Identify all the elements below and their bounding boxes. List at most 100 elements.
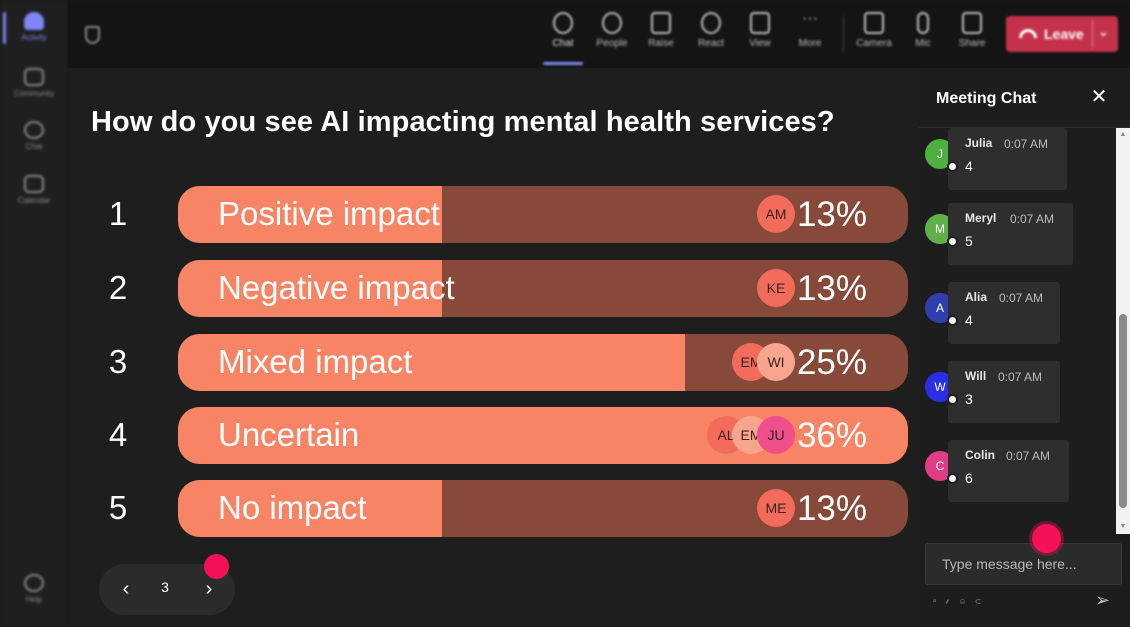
help-icon	[24, 574, 44, 592]
chat-header: Meeting Chat ✕	[919, 68, 1130, 128]
bar-fill	[178, 480, 442, 537]
option-percent: 13%	[796, 489, 867, 528]
chat-scrollbar[interactable]: ▲ ▼	[1116, 128, 1130, 534]
toolbar-button-label: Raise	[648, 38, 674, 49]
voter-avatars: AM	[757, 195, 795, 233]
format-icons[interactable]: ᵃ ⸙ ☺ ⊂	[933, 597, 985, 606]
toolbar-button-label: Share	[958, 38, 986, 49]
leave-button[interactable]: Leave ⌄	[1006, 16, 1118, 52]
people-icon	[602, 12, 622, 34]
toolbar-react-button[interactable]: React	[687, 12, 735, 49]
presence-status-icon	[947, 315, 958, 326]
meeting-toolbar: Chat People Raise React View ··· More Ca…	[68, 0, 1130, 68]
chat-message[interactable]: W Will 0:07 AM 3	[925, 361, 1115, 425]
voter-avatars: JU EM AL	[707, 416, 795, 454]
toolbar-raise-button[interactable]: Raise	[637, 12, 685, 49]
option-number: 4	[108, 416, 128, 453]
leave-divider	[1092, 20, 1093, 48]
chevron-left-icon[interactable]: ‹	[122, 578, 130, 600]
rail-item-label: Help	[25, 595, 43, 604]
option-number: 1	[108, 195, 128, 232]
option-percent: 36%	[796, 416, 867, 455]
option-label: No impact	[218, 489, 367, 526]
message-bubble: Julia 0:07 AM 4	[948, 128, 1067, 190]
chat-message-list[interactable]: J Julia 0:07 AM 4 M Meryl 0:07 AM 5 A Alia 0:07 AM…	[919, 128, 1117, 534]
meeting-chat-panel: Meeting Chat ✕ J Julia 0:07 AM 4 M Meryl 0:07 …	[919, 68, 1130, 627]
chat-message[interactable]: A Alia 0:07 AM 4	[925, 282, 1115, 346]
toolbar-share-button[interactable]: Share	[948, 12, 996, 49]
rail-item-activity[interactable]: Activity	[0, 12, 68, 42]
chat-icon	[24, 121, 44, 139]
option-label: Mixed impact	[218, 343, 413, 380]
toolbar-button-label: Chat	[552, 38, 574, 49]
toolbar-mic-button[interactable]: Mic	[899, 12, 947, 49]
toolbar-camera-button[interactable]: Camera	[850, 12, 898, 49]
close-icon[interactable]: ✕	[1090, 86, 1108, 108]
react-icon	[701, 12, 721, 34]
message-timestamp: 0:07 AM	[998, 370, 1043, 384]
avatar: WI	[757, 343, 795, 381]
poll-stage: How do you see AI impacting mental healt…	[68, 68, 919, 627]
camera-icon	[864, 12, 884, 34]
chat-message[interactable]: J Julia 0:07 AM 4	[925, 128, 1115, 192]
option-percent: 13%	[796, 195, 867, 234]
chat-message[interactable]: C Colin 0:07 AM 6	[925, 440, 1115, 504]
toolbar-button-label: Camera	[856, 38, 892, 49]
rail-active-indicator	[3, 12, 6, 44]
option-label: Uncertain	[218, 416, 360, 453]
sender-name: Colin	[965, 448, 995, 462]
bar-fill	[178, 334, 685, 391]
avatar: AM	[757, 195, 795, 233]
rail-item-label: Calendar	[17, 196, 51, 205]
poll-option-bar[interactable]: Mixed impact WI EM 25%	[178, 334, 908, 391]
scrollbar-thumb[interactable]	[1119, 314, 1127, 508]
message-timestamp: 0:07 AM	[1006, 449, 1051, 463]
toolbar-people-button[interactable]: People	[588, 12, 636, 49]
toolbar-button-label: More	[798, 38, 822, 49]
message-bubble: Will 0:07 AM 3	[948, 361, 1060, 423]
presence-status-icon	[947, 236, 958, 247]
sender-name: Meryl	[965, 211, 997, 225]
chat-compose-input[interactable]	[925, 543, 1122, 585]
avatar: ME	[757, 489, 795, 527]
sender-name: Julia	[965, 136, 993, 150]
voter-avatars: ME	[757, 489, 795, 527]
toolbar-more-button[interactable]: ··· More	[786, 10, 834, 50]
rail-item-calendar[interactable]: Calendar	[0, 175, 68, 205]
active-tab-indicator	[543, 62, 583, 65]
chat-title: Meeting Chat	[936, 90, 1037, 107]
chevron-down-icon[interactable]: ⌄	[1098, 24, 1109, 39]
toolbar-view-button[interactable]: View	[736, 12, 784, 49]
rail-item-label: Activity	[21, 33, 47, 42]
poll-option-bar[interactable]: No impact ME 13%	[178, 480, 908, 537]
share-icon	[962, 12, 982, 34]
chevron-right-icon[interactable]: ›	[205, 578, 213, 600]
rail-item-help[interactable]: Help	[0, 574, 68, 604]
scroll-down-icon[interactable]: ▼	[1119, 523, 1127, 530]
toolbar-button-label: React	[697, 38, 725, 49]
toolbar-divider	[843, 16, 844, 52]
app-rail: Activity Community Chat Calendar Help	[0, 0, 68, 627]
rail-item-chat[interactable]: Chat	[0, 121, 68, 151]
more-icon: ···	[802, 10, 818, 27]
option-number: 2	[108, 269, 128, 306]
pointer-indicator	[1032, 524, 1061, 553]
poll-option-bar[interactable]: Negative impact KE 13%	[178, 260, 908, 317]
option-number: 3	[108, 343, 128, 380]
toolbar-chat-button[interactable]: Chat	[539, 12, 587, 49]
poll-question: How do you see AI impacting mental healt…	[91, 106, 835, 138]
bell-icon	[24, 12, 44, 30]
rail-item-label: Community	[13, 89, 55, 98]
scroll-up-icon[interactable]: ▲	[1119, 131, 1127, 138]
option-label: Positive impact	[218, 195, 440, 232]
message-bubble: Alia 0:07 AM 4	[948, 282, 1060, 344]
poll-option-bar[interactable]: Positive impact AM 13%	[178, 186, 908, 243]
poll-option-bar[interactable]: Uncertain JU EM AL 36%	[178, 407, 908, 464]
send-icon[interactable]: ➢	[1095, 590, 1111, 610]
message-bubble: Colin 0:07 AM 6	[948, 440, 1069, 502]
message-text: 4	[965, 312, 973, 328]
chat-message[interactable]: M Meryl 0:07 AM 5	[925, 203, 1115, 267]
rail-item-community[interactable]: Community	[0, 68, 68, 98]
hang-up-icon	[1019, 29, 1037, 38]
message-text: 3	[965, 391, 973, 407]
